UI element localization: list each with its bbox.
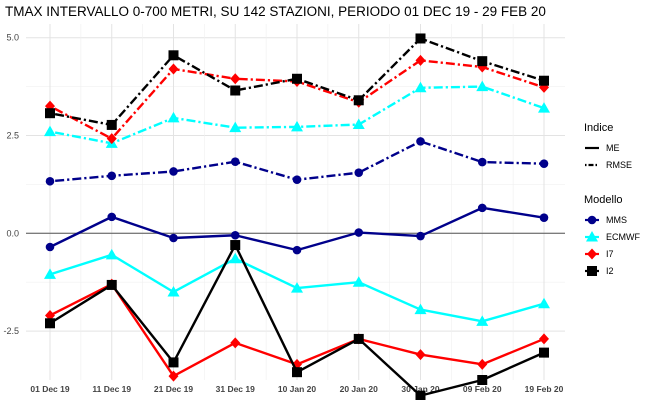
legend-label-i2: I2 (606, 266, 614, 276)
legend-key-marker-i7 (587, 248, 597, 260)
data-point-i7-me (45, 309, 55, 321)
data-point-i7-me (415, 349, 426, 361)
x-tick-label: 10 Jan 20 (278, 384, 317, 394)
data-point-mms-rmse (107, 171, 117, 181)
data-point-ecmwf-rmse (44, 125, 56, 137)
data-point-ecmwf-rmse (352, 118, 365, 130)
data-point-mms-rmse (45, 176, 55, 186)
data-point-mms-me (230, 230, 240, 240)
data-point-i2-me (168, 357, 179, 368)
data-point-mms-me (45, 242, 55, 252)
legend-label-i7: I7 (606, 249, 614, 259)
data-point-ecmwf-rmse (291, 120, 303, 132)
legend-title-modello: Modello (584, 194, 623, 206)
legend-label-rmse: RMSE (606, 160, 632, 170)
data-point-mms-rmse (477, 157, 487, 167)
data-point-ecmwf-rmse (229, 121, 242, 133)
data-point-i2-rmse (230, 85, 241, 96)
x-tick-label: 21 Dec 19 (154, 384, 193, 394)
data-point-i2-rmse (45, 108, 55, 119)
data-point-ecmwf-me (229, 252, 242, 264)
data-point-mms-me (416, 231, 425, 241)
y-tick-label: 5.0 (6, 33, 19, 43)
y-tick-label: 2.5 (6, 130, 19, 140)
data-point-mms-rmse (416, 137, 425, 146)
x-tick-label: 01 Dec 19 (30, 384, 69, 394)
data-point-i2-me (292, 367, 302, 378)
data-point-ecmwf-me (167, 285, 180, 297)
legend-title-indice: Indice (584, 122, 613, 134)
data-point-mms-rmse (539, 159, 549, 168)
legend-key-marker-i2 (587, 266, 597, 276)
data-point-mms-me (354, 228, 364, 237)
x-tick-label: 09 Feb 20 (463, 384, 502, 394)
series-mms-rmse (45, 137, 549, 186)
data-point-i7-me (230, 337, 241, 349)
data-point-mms-me (539, 213, 549, 222)
data-point-i2-rmse (106, 119, 117, 130)
series-mms-me (45, 203, 549, 255)
data-point-mms-rmse (354, 168, 364, 177)
legend-label-mms: MMS (606, 215, 627, 225)
legend-label-ecmwf: ECMWF (606, 232, 640, 242)
x-tick-label: 20 Jan 20 (340, 384, 379, 394)
data-point-i2-me (230, 240, 241, 251)
data-point-ecmwf-rmse (414, 81, 427, 93)
data-point-i2-rmse (353, 95, 364, 106)
data-point-i2-rmse (168, 50, 179, 61)
legend-label-me: ME (606, 143, 620, 153)
data-point-i2-me (477, 375, 488, 385)
data-point-ecmwf-me (291, 282, 303, 293)
data-point-i2-me (539, 347, 549, 358)
data-point-i7-me (477, 358, 488, 370)
data-point-ecmwf-me (538, 297, 550, 309)
data-point-i7-me (168, 370, 179, 382)
series-line-i2-rmse (49, 37, 545, 127)
data-point-i7-rmse (230, 73, 241, 85)
data-point-ecmwf-rmse (167, 111, 180, 123)
data-point-i7-me (539, 333, 549, 345)
data-point-ecmwf-rmse (476, 80, 489, 92)
x-tick-label: 30 Jan 20 (401, 384, 440, 394)
x-tick-label: 31 Dec 19 (216, 384, 255, 394)
data-point-mms-me (107, 212, 117, 222)
data-point-i2-me (45, 318, 55, 329)
data-point-i2-me (415, 390, 426, 400)
data-point-ecmwf-me (44, 268, 56, 279)
data-point-ecmwf-me (476, 315, 489, 326)
data-point-i2-rmse (415, 33, 426, 44)
legend-key-marker-mms (587, 215, 597, 225)
series-i2-me (45, 240, 549, 400)
data-point-ecmwf-me (352, 276, 365, 287)
data-point-i2-rmse (292, 73, 302, 84)
data-point-mms-me (292, 245, 302, 255)
data-point-ecmwf-me (105, 248, 118, 260)
data-point-i7-rmse (415, 54, 426, 66)
data-point-i2-me (106, 279, 117, 290)
x-tick-label: 11 Dec 19 (92, 384, 131, 394)
data-point-ecmwf-rmse (538, 102, 550, 113)
y-tick-label: 0.0 (6, 228, 19, 238)
data-point-i2-me (353, 333, 364, 344)
data-point-i2-rmse (539, 75, 549, 86)
data-point-i2-rmse (477, 56, 488, 67)
data-point-i7-rmse (106, 133, 117, 145)
series-ecmwf-me (44, 248, 550, 326)
legend-key-marker-ecmwf (586, 231, 598, 242)
data-point-mms-rmse (169, 167, 178, 176)
x-tick-label: 19 Feb 20 (525, 384, 564, 394)
data-point-mms-rmse (292, 175, 302, 185)
data-point-mms-rmse (230, 157, 240, 167)
data-point-mms-me (477, 203, 487, 213)
data-point-ecmwf-me (414, 303, 427, 315)
chart-title: TMAX INTERVALLO 0-700 METRI, SU 142 STAZ… (5, 4, 546, 19)
data-point-i7-rmse (168, 63, 179, 75)
series-i2-rmse (45, 33, 549, 130)
y-tick-label: -2.5 (3, 326, 19, 336)
data-point-mms-me (169, 233, 178, 243)
